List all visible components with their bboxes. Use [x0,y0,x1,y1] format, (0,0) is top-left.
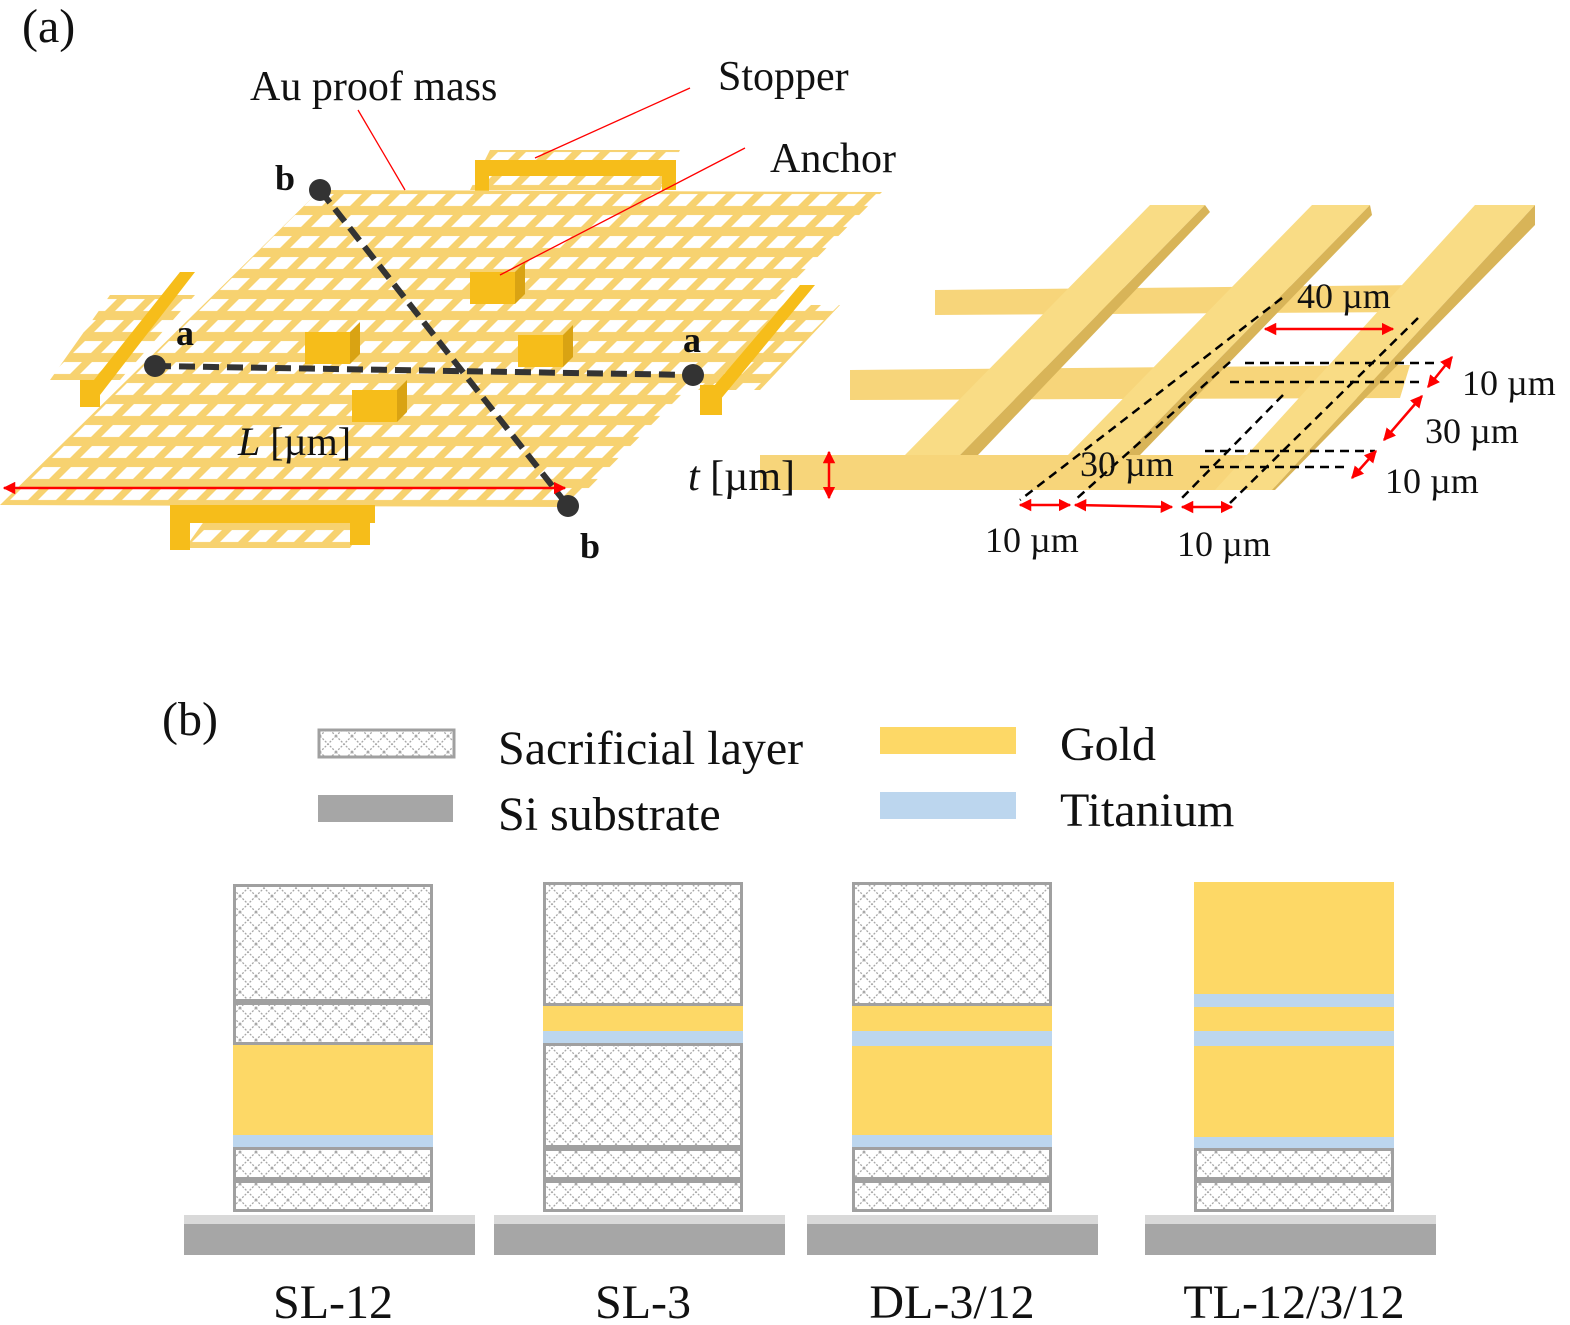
length-var: L [237,419,260,464]
anchors [305,262,573,422]
stack-sl-12: SL-12 [184,884,475,1325]
layer-sacrificial [233,884,433,1002]
callout-proof-mass: Au proof mass [250,64,497,110]
legend: Sacrificial layer Gold Si substrate Tita… [317,718,1234,841]
layer-ti [1194,994,1394,1007]
beam-closeup [760,205,1535,514]
substrate [494,1224,785,1255]
layer-gold [1194,882,1394,994]
stack-label: SL-3 [595,1276,691,1325]
thickness-label: t [µm] [688,454,795,500]
length-unit: [µm] [260,419,351,464]
layer-sacrificial [1194,1180,1394,1212]
dim-hole-width: 40 µm [1297,276,1391,316]
length-label: L [µm] [237,419,351,464]
dim-beam-h2: 10 µm [1385,461,1479,501]
substrate-top [494,1215,785,1225]
layer-sacrificial [543,1148,743,1180]
legend-swatch-sacrificial [317,728,456,759]
substrate [807,1224,1098,1255]
legend-swatch-si [318,795,453,822]
layer-ti [233,1135,433,1147]
thickness-unit: [µm] [700,454,795,500]
stack-label: SL-12 [273,1276,393,1325]
thickness-var: t [688,454,701,500]
stack-tl-12-3-12: TL-12/3/12 [1145,882,1436,1325]
stopper-top [470,150,680,200]
dim-hole-w2: 30 µm [1080,444,1174,484]
layer-gold [852,1006,1052,1031]
layer-sacrificial [233,1147,433,1180]
axis-a-line [154,363,694,378]
legend-label-si: Si substrate [498,788,721,841]
point-b-top [309,179,331,201]
legend-swatch-ti [880,792,1016,819]
layer-gold [233,1045,433,1135]
layer-sacrificial [852,1180,1052,1212]
layer-gold [1194,1007,1394,1031]
substrate-top [184,1215,475,1225]
proof-mass-diagram [0,87,882,550]
legend-label-gold: Gold [1060,718,1156,771]
layer-sacrificial [852,1147,1052,1180]
callout-line-stopper [534,87,691,159]
substrate [1145,1224,1436,1255]
layer-ti [852,1135,1052,1147]
layer-sacrificial [543,1043,743,1148]
layer-sacrificial [233,1180,433,1212]
layer-ti [1194,1031,1394,1046]
layer-sacrificial [852,882,1052,1006]
label-b-top: b [275,158,295,198]
substrate [184,1224,475,1255]
stopper-left [50,272,195,407]
stack-sl-3: SL-3 [494,882,785,1325]
layer-sacrificial [233,1002,433,1045]
label-a-left: a [176,313,194,353]
dim-hole-h: 30 µm [1425,411,1519,451]
stack-label: DL-3/12 [869,1276,1034,1325]
stopper-bottom [170,505,375,550]
layer-gold [852,1046,1052,1135]
layer-gold [1194,1046,1394,1137]
axis-b-line [317,188,571,508]
panel-a-label: (a) [22,0,75,53]
stopper-right [690,285,840,415]
layer-ti [852,1031,1052,1046]
dim-beam-h1: 10 µm [1462,363,1556,403]
callout-line-proof-mass [357,109,406,191]
callout-anchor: Anchor [770,136,896,182]
layer-gold [543,1006,743,1031]
dim-beam-w1: 10 µm [985,520,1079,560]
point-b-bottom [557,495,579,517]
point-a-left [144,355,166,377]
substrate-top [807,1215,1098,1225]
point-a-right [682,364,704,386]
stack-dl-3-12: DL-3/12 [807,882,1098,1325]
layer-sacrificial [543,1180,743,1212]
substrate-top [1145,1215,1436,1225]
label-a-right: a [683,320,701,360]
layer-sacrificial [543,882,743,1006]
layer-stacks: SL-12 SL-3 DL-3/12 TL-12/3/12 [184,882,1436,1325]
panel-b-label: (b) [162,693,218,746]
stack-label: TL-12/3/12 [1183,1276,1404,1325]
legend-label-sacrificial: Sacrificial layer [498,722,803,775]
callout-stopper: Stopper [718,54,849,100]
dim-beam-w2: 10 µm [1177,524,1271,564]
layer-ti [1194,1137,1394,1148]
layer-sacrificial [1194,1148,1394,1180]
label-b-bottom: b [580,526,600,566]
legend-swatch-gold [880,727,1016,754]
layer-ti [543,1031,743,1043]
legend-label-ti: Titanium [1060,784,1234,837]
callout-line-anchor [499,147,746,276]
